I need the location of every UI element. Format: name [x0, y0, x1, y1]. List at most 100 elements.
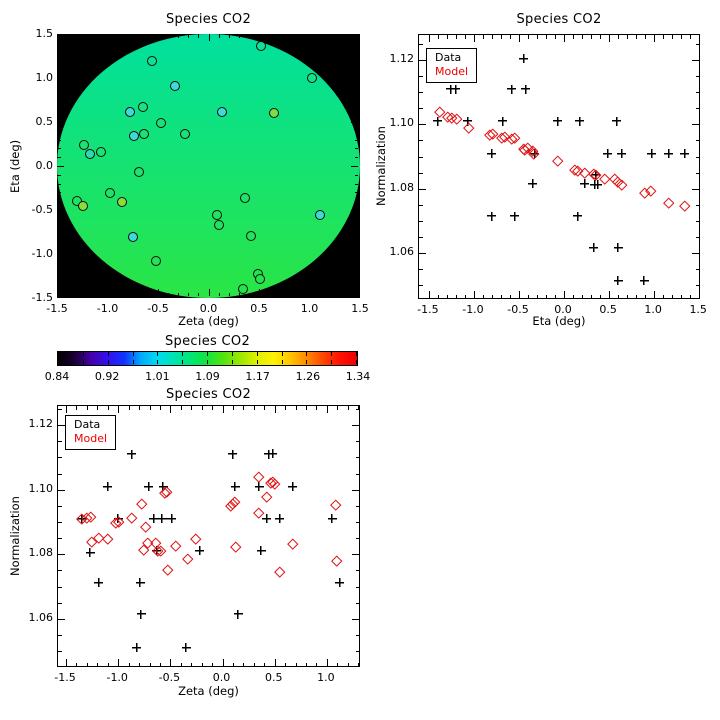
- y-tick-label: 1.08: [28, 546, 54, 560]
- model-point-diamond: [162, 564, 174, 576]
- axis-tick: [159, 406, 161, 410]
- map-detector-circle: [246, 230, 257, 241]
- y-tick-label: 1.12: [389, 52, 415, 66]
- axis-tick: [455, 294, 457, 298]
- map-detector-circle: [129, 131, 140, 142]
- colorbar-tick-label: 1.26: [295, 370, 321, 383]
- axis-tick: [117, 34, 119, 38]
- axis-tick: [352, 425, 359, 427]
- axis-tick: [681, 294, 683, 298]
- data-point-plus: [446, 84, 456, 94]
- x-tick-label: -1.5: [54, 671, 76, 684]
- axis-tick: [351, 166, 358, 167]
- axis-tick: [482, 294, 484, 298]
- model-point-diamond: [126, 512, 137, 523]
- axis-tick: [695, 76, 699, 78]
- data-point-plus: [602, 148, 612, 158]
- axis-tick: [419, 44, 423, 45]
- axis-tick: [170, 406, 172, 413]
- axis-tick: [306, 662, 307, 666]
- axis-tick: [57, 69, 61, 71]
- axis-tick: [699, 35, 700, 42]
- colorbar-tick: [107, 352, 109, 356]
- x-tick-label: 0.0: [199, 302, 218, 315]
- data-point-plus: [591, 169, 601, 179]
- colorbar-tick: [306, 360, 308, 364]
- axis-tick: [137, 292, 139, 296]
- axis-tick: [355, 586, 359, 588]
- data-point-plus: [498, 116, 508, 126]
- axis-tick: [128, 406, 130, 410]
- eta-plot-title: Species CO2: [516, 12, 602, 27]
- axis-tick: [57, 148, 61, 150]
- axis-tick: [695, 140, 699, 142]
- axis-tick: [519, 35, 520, 42]
- axis-tick: [58, 586, 62, 588]
- map-title: Species CO2: [165, 12, 252, 27]
- axis-tick: [58, 425, 65, 427]
- axis-tick: [117, 292, 119, 296]
- axis-tick: [222, 659, 224, 666]
- axis-tick: [319, 34, 321, 38]
- axis-tick: [212, 662, 214, 666]
- map-detector-circle: [255, 273, 266, 284]
- axis-tick: [259, 34, 260, 41]
- axis-tick: [491, 35, 493, 39]
- axis-tick: [355, 635, 359, 637]
- colorbar-tick-label: 1.01: [145, 370, 170, 383]
- axis-tick: [491, 294, 493, 298]
- colorbar-tick: [331, 352, 333, 356]
- data-point-plus: [103, 481, 113, 491]
- model-point-diamond: [274, 566, 285, 577]
- axis-tick: [274, 406, 276, 413]
- colorbar-title: Species CO2: [164, 334, 251, 349]
- map-detector-circle: [77, 200, 88, 211]
- y-tick-label: 1.08: [389, 180, 415, 194]
- axis-tick: [86, 662, 88, 666]
- data-point-plus: [553, 116, 563, 126]
- axis-tick: [351, 254, 358, 255]
- model-point-diamond: [182, 553, 194, 564]
- data-point-plus: [230, 481, 240, 491]
- data-point-plus: [127, 449, 137, 459]
- zeta-plot-legend: Data Model: [65, 415, 117, 450]
- colorbar-tick: [107, 360, 109, 364]
- map-detector-circle: [84, 148, 95, 159]
- axis-tick: [149, 662, 151, 666]
- colorbar-tick: [281, 360, 283, 364]
- data-point-plus: [113, 514, 123, 524]
- axis-tick: [66, 406, 68, 413]
- map-detector-circle: [156, 118, 167, 129]
- axis-tick: [107, 289, 109, 296]
- axis-tick: [188, 34, 190, 38]
- axis-tick: [419, 172, 423, 174]
- x-tick-label: 1.5: [689, 303, 707, 316]
- axis-tick: [58, 473, 62, 475]
- colorbar-tick: [58, 360, 59, 364]
- axis-tick: [158, 289, 159, 296]
- model-point-diamond: [331, 555, 343, 567]
- data-point-plus: [592, 180, 602, 190]
- axis-tick: [692, 253, 699, 255]
- data-point-plus: [519, 53, 528, 63]
- axis-tick: [354, 201, 358, 203]
- data-point-plus: [617, 148, 627, 158]
- axis-tick: [355, 602, 359, 604]
- axis-tick: [170, 659, 172, 666]
- axis-tick: [354, 86, 358, 88]
- axis-tick: [289, 292, 291, 296]
- axis-tick: [692, 188, 699, 190]
- axis-tick: [528, 294, 530, 298]
- axis-tick: [77, 34, 79, 38]
- axis-tick: [299, 34, 301, 38]
- zeta-plot-title: Species CO2: [165, 387, 252, 402]
- colorbar-tick: [356, 360, 357, 364]
- data-point-plus: [158, 481, 168, 491]
- axis-tick: [159, 662, 161, 666]
- axis-tick: [191, 662, 193, 666]
- data-point-plus: [507, 84, 517, 94]
- axis-tick: [546, 35, 548, 39]
- data-point-plus: [463, 116, 473, 126]
- eta-yaxis-label: Normalization: [374, 126, 388, 207]
